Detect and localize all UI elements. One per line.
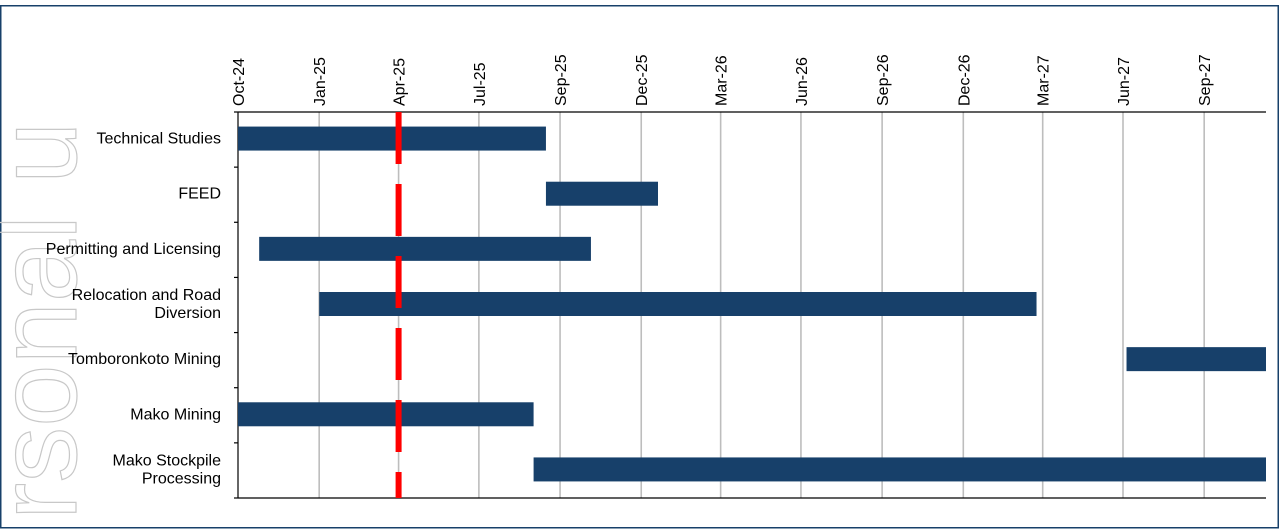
task-label: Permitting and Licensing <box>46 241 221 258</box>
task-label: Technical Studies <box>96 131 221 148</box>
x-tick-label: Sep-26 <box>875 54 892 106</box>
x-tick-label: Dec-25 <box>634 54 651 106</box>
x-tick-label: Mar-26 <box>714 55 731 106</box>
x-tick-label: Oct-24 <box>231 58 248 106</box>
task-label: FEED <box>178 186 221 203</box>
x-tick-label: Mar-27 <box>1036 55 1053 106</box>
x-tick-label: Sep-25 <box>553 54 570 106</box>
task-bar <box>319 292 1037 316</box>
task-bar <box>545 181 658 206</box>
task-label: Mako Stockpile <box>113 452 222 469</box>
watermark-text: rsonal u <box>0 122 100 520</box>
task-label: Diversion <box>154 305 221 322</box>
task-label: Relocation and Road <box>72 287 221 304</box>
plot-area: Oct-24 Jan-25 Apr-25 Jul-25 Sep-25 Dec-25 Mar-… <box>46 54 1279 499</box>
task-bar <box>533 457 1266 482</box>
task-bar <box>238 402 534 427</box>
x-tick-label: Jun-27 <box>1116 57 1133 106</box>
outer-frame <box>0 5 1279 529</box>
task-bar <box>238 126 546 151</box>
task-bar <box>259 236 591 261</box>
x-tick-label: Apr-25 <box>392 58 409 106</box>
x-tick-label: Jul-25 <box>472 62 489 106</box>
task-label: Tomboronkoto Mining <box>68 351 221 368</box>
x-tick-label: Sep-27 <box>1197 54 1214 106</box>
task-label: Mako Mining <box>130 406 221 423</box>
x-tick-label: Jun-26 <box>794 57 811 106</box>
task-bar <box>1126 347 1266 372</box>
x-tick-label: Jan-25 <box>312 57 329 106</box>
task-label: Processing <box>142 470 221 487</box>
x-tick-label: Dec-26 <box>956 54 973 106</box>
